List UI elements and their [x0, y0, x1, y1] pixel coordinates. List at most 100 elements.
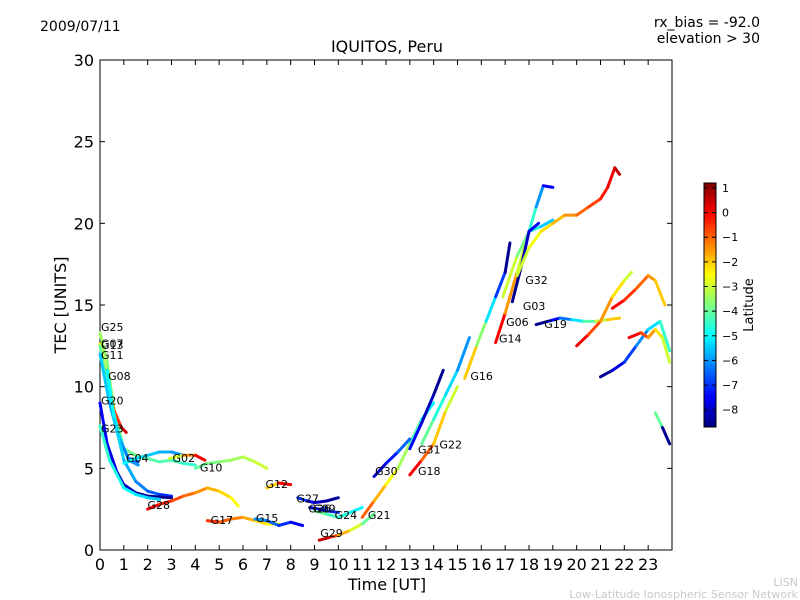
series-g20: [98, 401, 173, 500]
x-tick-label: 10: [328, 555, 348, 574]
series-segment: [551, 213, 567, 225]
series-segment: [205, 486, 221, 493]
series-segment: [575, 332, 591, 348]
series-lines: [98, 166, 672, 542]
x-tick-label: 5: [214, 555, 224, 574]
x-tick-label: 11: [352, 555, 372, 574]
series-segment: [627, 331, 643, 340]
series-segment: [546, 316, 562, 323]
series-g23: [98, 424, 162, 501]
series-segment: [336, 510, 352, 519]
series-segment: [146, 496, 162, 501]
satellite-label: G11: [101, 349, 124, 362]
series-segment: [653, 279, 667, 307]
series-segment: [134, 479, 150, 493]
x-tick-label: 21: [590, 555, 610, 574]
series-segment: [432, 393, 448, 421]
series-segment: [241, 455, 257, 464]
series-segment: [408, 421, 424, 451]
series-segment: [527, 205, 538, 233]
x-tick-label: 13: [400, 555, 420, 574]
satellite-label: G09: [313, 502, 336, 515]
series-g12: [265, 481, 293, 490]
satellite-label: G16: [470, 370, 493, 383]
series-segment: [622, 270, 633, 282]
satellite-label: G29: [320, 527, 343, 540]
x-tick-label: 19: [543, 555, 563, 574]
series-segment: [229, 515, 245, 521]
series-segment: [181, 461, 197, 467]
y-tick-label: 25: [74, 133, 94, 152]
series-segment: [475, 319, 488, 348]
series-segment: [193, 453, 207, 462]
axis-ticks: 0 1 2 3 4 5 6 7 8 9 10 11 12 13 14 15 16 17 18 19 20 21 22 2305…: [74, 51, 672, 574]
satellite-label: G32: [525, 274, 548, 287]
series-g19: [534, 316, 622, 327]
series-segment: [146, 489, 162, 496]
series-segment: [122, 483, 138, 495]
colorbar-tick-label: −4: [722, 305, 738, 318]
series-segment: [610, 298, 626, 310]
series-segment: [444, 385, 459, 413]
satellite-label: G25: [101, 321, 124, 334]
x-tick-label: 23: [638, 555, 658, 574]
series-segment: [503, 270, 519, 315]
colorbar: [703, 182, 717, 428]
satellite-label: G15: [256, 512, 279, 525]
x-tick-label: 8: [286, 555, 296, 574]
series-segment: [205, 519, 221, 524]
series-segment: [646, 319, 662, 331]
series-segment: [610, 279, 626, 299]
series-segment: [253, 460, 269, 470]
series-segment: [313, 499, 328, 505]
series-segment: [241, 515, 257, 523]
colorbar-tick-label: −3: [722, 281, 738, 294]
series-segment: [570, 318, 586, 323]
y-tick-label: 10: [74, 378, 94, 397]
date-label: 2009/07/11: [40, 19, 121, 35]
series-g15: [253, 517, 305, 527]
satellite-label: G03: [523, 300, 546, 313]
series-segment: [229, 496, 240, 508]
series-segment: [313, 507, 328, 513]
series-g31: [408, 368, 445, 451]
series-g19b: [575, 270, 633, 348]
series-segment: [606, 316, 622, 322]
rx-bias-label: rx_bias = -92.0: [654, 15, 760, 31]
x-tick-label: 20: [566, 555, 586, 574]
x-tick-label: 9: [309, 555, 319, 574]
satellite-label: G30: [375, 465, 398, 478]
series-segment: [193, 486, 209, 495]
satellite-label: G26: [308, 502, 331, 515]
series-segment: [360, 512, 376, 526]
colorbar-tick-label: −6: [722, 354, 738, 367]
satellite-label: G02: [173, 452, 196, 465]
x-tick-label: 0: [95, 555, 105, 574]
series-segment: [158, 492, 173, 498]
series-segment: [98, 344, 112, 397]
series-segment: [494, 270, 507, 299]
y-tick-label: 20: [74, 214, 94, 233]
series-segment: [253, 517, 269, 523]
series-segment: [463, 344, 479, 380]
series-segment: [158, 458, 173, 464]
series-segment: [167, 453, 185, 461]
series-segment: [527, 221, 541, 233]
satellite-label: G18: [418, 465, 441, 478]
series-segment: [444, 368, 459, 397]
series-segment: [193, 461, 209, 470]
series-segment: [181, 491, 197, 498]
series-segment: [324, 512, 340, 519]
series-segment: [134, 492, 150, 500]
series-segment: [432, 409, 448, 446]
series-g08: [105, 368, 173, 498]
series-segment: [265, 519, 281, 527]
series-segment: [484, 295, 498, 323]
satellite-label: G31: [418, 444, 441, 457]
satellite-label: G10: [200, 462, 223, 475]
series-g09: [313, 507, 340, 514]
series-segment: [313, 509, 328, 516]
series-g21: [360, 401, 436, 519]
series-segment: [277, 481, 293, 487]
series-segment: [634, 274, 650, 291]
